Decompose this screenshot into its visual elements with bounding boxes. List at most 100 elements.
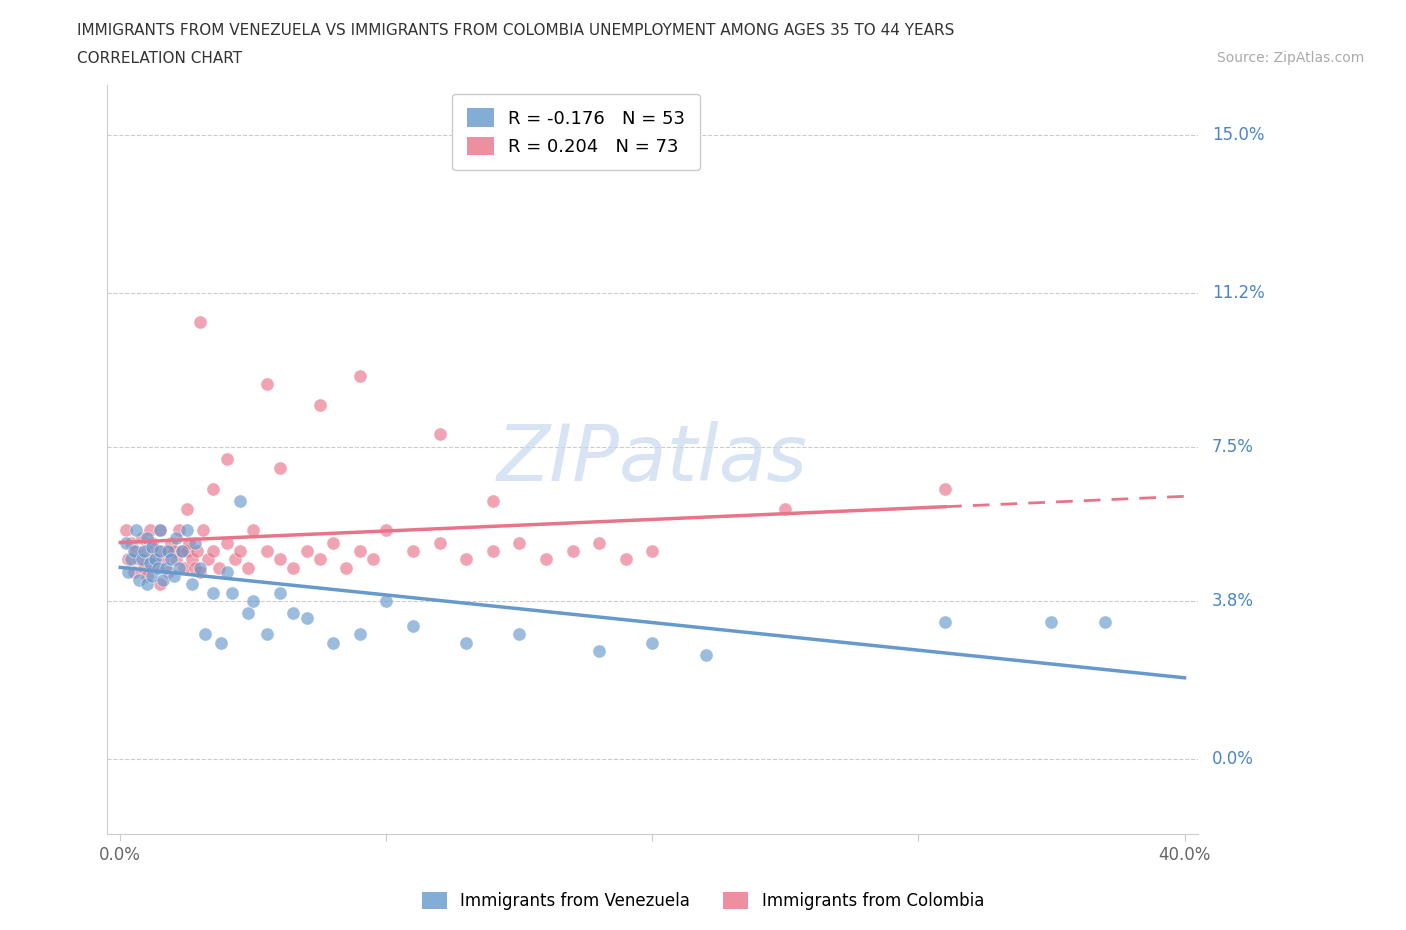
Point bbox=[152, 551, 174, 566]
Point bbox=[561, 543, 583, 558]
Point bbox=[143, 560, 166, 575]
Point bbox=[138, 556, 160, 571]
Point bbox=[215, 535, 238, 550]
Point bbox=[202, 543, 225, 558]
Point bbox=[165, 531, 187, 546]
Point bbox=[157, 543, 180, 558]
Point bbox=[588, 535, 610, 550]
Point bbox=[508, 627, 530, 642]
Point bbox=[641, 543, 664, 558]
Text: Source: ZipAtlas.com: Source: ZipAtlas.com bbox=[1216, 51, 1364, 65]
Point bbox=[114, 535, 136, 550]
Point bbox=[155, 543, 177, 558]
Point bbox=[402, 618, 425, 633]
Point bbox=[775, 502, 797, 517]
Point bbox=[208, 560, 231, 575]
Point bbox=[176, 543, 198, 558]
Point bbox=[188, 560, 211, 575]
Point bbox=[170, 543, 193, 558]
Point bbox=[162, 543, 184, 558]
Text: 0.0%: 0.0% bbox=[1212, 751, 1254, 768]
Point bbox=[349, 627, 371, 642]
Point bbox=[176, 502, 198, 517]
Point bbox=[146, 560, 169, 575]
Point bbox=[179, 535, 201, 550]
Point bbox=[197, 551, 219, 566]
Point bbox=[402, 543, 425, 558]
Point bbox=[138, 523, 160, 538]
Point bbox=[229, 494, 252, 509]
Point bbox=[184, 560, 207, 575]
Point bbox=[934, 481, 956, 496]
Point bbox=[283, 560, 305, 575]
Point bbox=[221, 585, 243, 600]
Point bbox=[256, 543, 278, 558]
Point bbox=[349, 543, 371, 558]
Point bbox=[256, 627, 278, 642]
Point bbox=[236, 560, 259, 575]
Point bbox=[128, 573, 150, 588]
Point bbox=[641, 635, 664, 650]
Point bbox=[165, 551, 187, 566]
Point bbox=[135, 543, 157, 558]
Point bbox=[149, 523, 172, 538]
Point bbox=[120, 535, 142, 550]
Point bbox=[141, 551, 163, 566]
Text: 15.0%: 15.0% bbox=[1212, 126, 1264, 144]
Point bbox=[155, 560, 177, 575]
Point bbox=[534, 551, 557, 566]
Point bbox=[134, 543, 156, 558]
Point bbox=[143, 551, 166, 566]
Point bbox=[167, 523, 190, 538]
Point bbox=[215, 565, 238, 579]
Point bbox=[122, 565, 145, 579]
Point bbox=[335, 560, 357, 575]
Point bbox=[481, 494, 503, 509]
Legend: R = -0.176   N = 53, R = 0.204   N = 73: R = -0.176 N = 53, R = 0.204 N = 73 bbox=[453, 94, 700, 170]
Point bbox=[322, 635, 344, 650]
Legend: Immigrants from Venezuela, Immigrants from Colombia: Immigrants from Venezuela, Immigrants fr… bbox=[415, 885, 991, 917]
Point bbox=[209, 635, 232, 650]
Point bbox=[160, 535, 183, 550]
Point bbox=[242, 523, 264, 538]
Point bbox=[269, 460, 291, 475]
Point bbox=[456, 635, 478, 650]
Point bbox=[481, 543, 503, 558]
Point bbox=[134, 560, 156, 575]
Point bbox=[295, 543, 318, 558]
Point bbox=[308, 398, 330, 413]
Text: ZIPatlas: ZIPatlas bbox=[496, 421, 808, 498]
Point bbox=[269, 585, 291, 600]
Point bbox=[181, 577, 204, 591]
Point bbox=[141, 568, 163, 583]
Point bbox=[1040, 615, 1063, 630]
Point bbox=[188, 314, 211, 329]
Point bbox=[125, 523, 148, 538]
Point bbox=[215, 452, 238, 467]
Point bbox=[135, 531, 157, 546]
Point bbox=[135, 577, 157, 591]
Point bbox=[181, 551, 204, 566]
Point bbox=[229, 543, 252, 558]
Point bbox=[120, 551, 142, 566]
Point bbox=[308, 551, 330, 566]
Point bbox=[429, 535, 451, 550]
Point bbox=[322, 535, 344, 550]
Point bbox=[162, 568, 184, 583]
Text: 11.2%: 11.2% bbox=[1212, 284, 1264, 302]
Point bbox=[131, 551, 153, 566]
Point bbox=[361, 551, 384, 566]
Text: CORRELATION CHART: CORRELATION CHART bbox=[77, 51, 242, 66]
Text: 7.5%: 7.5% bbox=[1212, 438, 1254, 456]
Point bbox=[614, 551, 637, 566]
Point bbox=[191, 523, 214, 538]
Point bbox=[695, 647, 717, 662]
Point bbox=[236, 606, 259, 621]
Point bbox=[125, 543, 148, 558]
Point bbox=[173, 560, 195, 575]
Point bbox=[508, 535, 530, 550]
Point bbox=[149, 577, 172, 591]
Point bbox=[349, 368, 371, 383]
Point bbox=[186, 543, 208, 558]
Point bbox=[256, 377, 278, 392]
